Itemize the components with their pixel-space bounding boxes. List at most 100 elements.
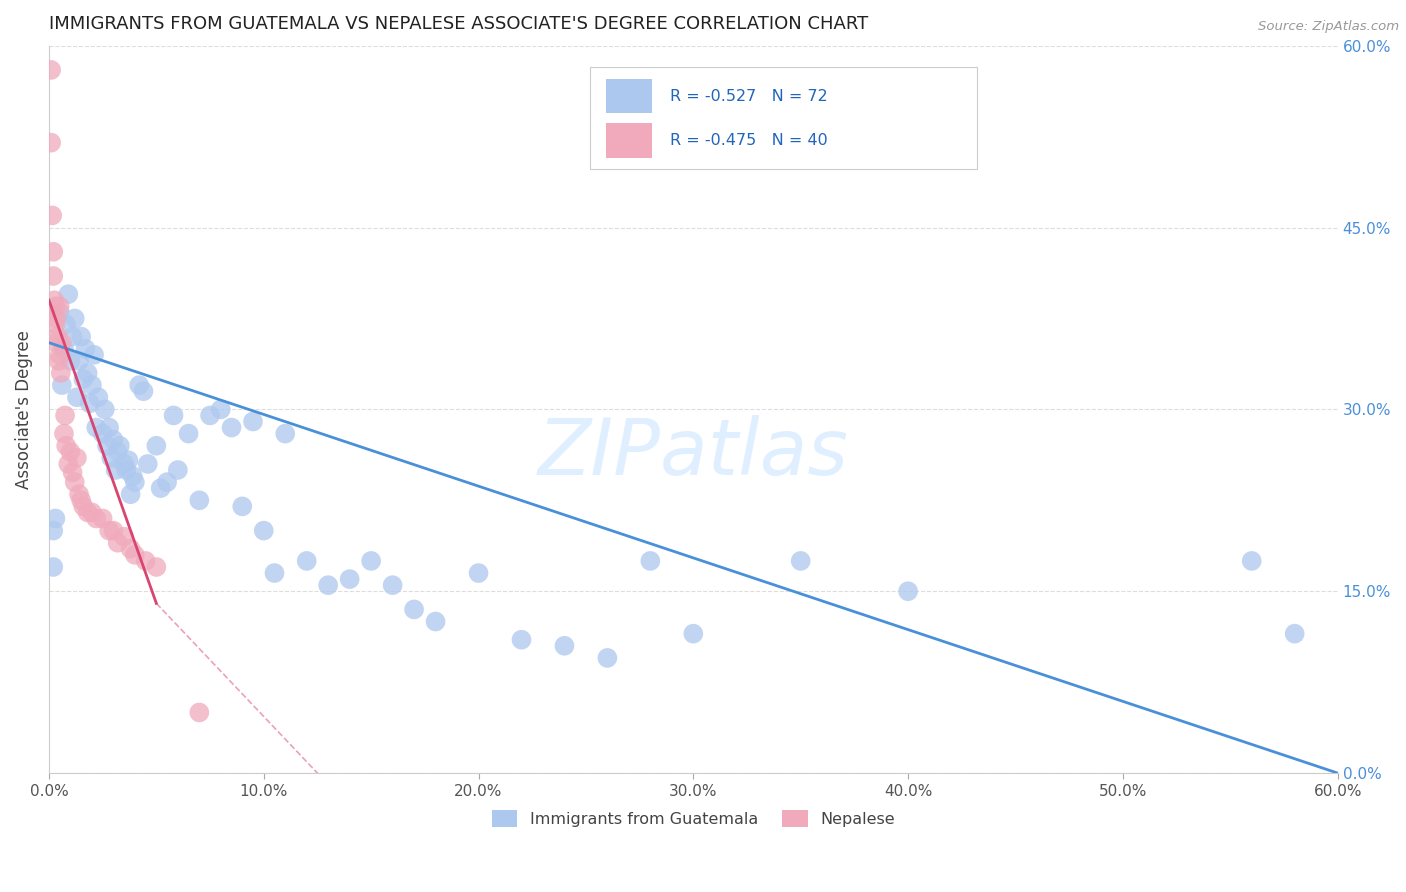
Point bbox=[108, 439, 131, 453]
Point bbox=[91, 511, 114, 525]
Point bbox=[49, 366, 72, 380]
Point bbox=[44, 299, 66, 313]
Point bbox=[1284, 626, 1306, 640]
Point bbox=[789, 554, 811, 568]
Text: R = -0.527   N = 72: R = -0.527 N = 72 bbox=[671, 88, 828, 103]
Text: ZIPatlas: ZIPatlas bbox=[538, 415, 849, 491]
Y-axis label: Associate's Degree: Associate's Degree bbox=[15, 330, 32, 489]
Point bbox=[104, 463, 127, 477]
Point bbox=[107, 535, 129, 549]
Point bbox=[135, 554, 157, 568]
Point bbox=[55, 439, 77, 453]
Point bbox=[48, 348, 70, 362]
Point bbox=[103, 524, 125, 538]
Point bbox=[51, 378, 73, 392]
Point bbox=[188, 493, 211, 508]
Point bbox=[79, 396, 101, 410]
Point bbox=[166, 463, 188, 477]
Legend: Immigrants from Guatemala, Nepalese: Immigrants from Guatemala, Nepalese bbox=[492, 810, 896, 827]
Point bbox=[42, 524, 65, 538]
Point bbox=[162, 409, 184, 423]
Point bbox=[67, 354, 90, 368]
Point bbox=[48, 305, 70, 319]
Point bbox=[145, 560, 167, 574]
Point bbox=[66, 390, 89, 404]
Text: IMMIGRANTS FROM GUATEMALA VS NEPALESE ASSOCIATE'S DEGREE CORRELATION CHART: IMMIGRANTS FROM GUATEMALA VS NEPALESE AS… bbox=[49, 15, 869, 33]
Point bbox=[44, 318, 66, 332]
Point bbox=[94, 402, 117, 417]
Point bbox=[45, 335, 67, 350]
Point bbox=[112, 457, 135, 471]
Text: Source: ZipAtlas.com: Source: ZipAtlas.com bbox=[1258, 20, 1399, 33]
Point bbox=[44, 293, 66, 308]
FancyBboxPatch shape bbox=[606, 78, 652, 113]
Point bbox=[63, 311, 86, 326]
Point bbox=[59, 354, 82, 368]
Point bbox=[103, 433, 125, 447]
Point bbox=[42, 244, 65, 259]
Point bbox=[115, 463, 138, 477]
Point bbox=[58, 457, 80, 471]
Point bbox=[72, 372, 94, 386]
Point bbox=[62, 329, 84, 343]
Point bbox=[1240, 554, 1263, 568]
Point bbox=[295, 554, 318, 568]
Point bbox=[198, 409, 221, 423]
Point bbox=[132, 384, 155, 399]
Point bbox=[83, 348, 105, 362]
Point bbox=[80, 505, 103, 519]
Point bbox=[242, 415, 264, 429]
Point bbox=[128, 378, 150, 392]
Point bbox=[66, 450, 89, 465]
Point bbox=[48, 354, 70, 368]
Point bbox=[41, 208, 63, 222]
Point bbox=[42, 560, 65, 574]
Point bbox=[84, 420, 107, 434]
Point bbox=[84, 511, 107, 525]
Point bbox=[45, 311, 67, 326]
Point bbox=[124, 548, 146, 562]
Point bbox=[404, 602, 426, 616]
Point bbox=[63, 475, 86, 489]
Point bbox=[91, 426, 114, 441]
Point bbox=[253, 524, 276, 538]
Point bbox=[39, 62, 62, 77]
Point bbox=[121, 469, 143, 483]
Point bbox=[53, 409, 76, 423]
FancyBboxPatch shape bbox=[591, 68, 977, 169]
Point bbox=[70, 329, 93, 343]
Point bbox=[156, 475, 179, 489]
Point bbox=[44, 511, 66, 525]
Point bbox=[75, 342, 97, 356]
Point bbox=[221, 420, 243, 434]
Point bbox=[682, 626, 704, 640]
Point bbox=[124, 475, 146, 489]
Point bbox=[117, 453, 139, 467]
Point bbox=[145, 439, 167, 453]
Point bbox=[48, 299, 70, 313]
Point bbox=[59, 445, 82, 459]
Point bbox=[80, 378, 103, 392]
Point bbox=[360, 554, 382, 568]
Point bbox=[897, 584, 920, 599]
Point bbox=[381, 578, 404, 592]
Point bbox=[231, 500, 253, 514]
Point bbox=[188, 706, 211, 720]
Point bbox=[274, 426, 297, 441]
Point bbox=[316, 578, 339, 592]
Point bbox=[640, 554, 662, 568]
Point bbox=[51, 335, 73, 350]
Point bbox=[96, 439, 118, 453]
Point bbox=[120, 487, 142, 501]
Point bbox=[177, 426, 200, 441]
Point bbox=[67, 487, 90, 501]
Point bbox=[339, 572, 361, 586]
Point bbox=[112, 530, 135, 544]
FancyBboxPatch shape bbox=[606, 123, 652, 158]
Point bbox=[596, 651, 619, 665]
Point bbox=[98, 420, 121, 434]
Point bbox=[42, 268, 65, 283]
Point bbox=[136, 457, 159, 471]
Point bbox=[107, 445, 129, 459]
Point bbox=[76, 505, 98, 519]
